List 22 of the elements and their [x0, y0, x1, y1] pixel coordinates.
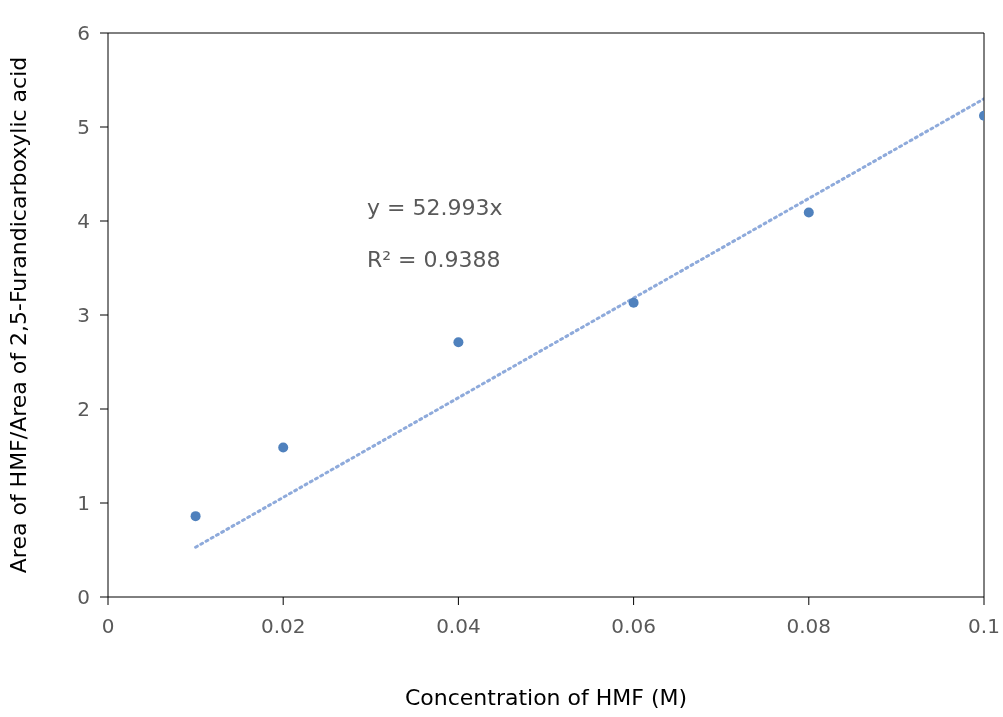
x-tick-label: 0.06 — [611, 614, 656, 639]
point — [803, 207, 814, 218]
x-tick-label: 0.1 — [968, 614, 1000, 639]
annotation: R² = 0.9388 — [367, 247, 501, 272]
y-tick-label: 4 — [77, 209, 90, 234]
point — [628, 297, 639, 308]
x-tick-label: 0 — [101, 614, 115, 639]
y-tick-label: 5 — [77, 115, 90, 140]
x-axis-title: Concentration of HMF (M) — [404, 685, 688, 710]
point — [278, 442, 289, 453]
y-tick-label: 0 — [77, 585, 90, 610]
point — [190, 511, 201, 522]
y-axis-title: Area of HMF/Area of 2,5-Furandicarboxylic acid — [5, 56, 31, 574]
annotation: y = 52.993x — [367, 195, 503, 220]
x-tick-label: 0.04 — [436, 614, 481, 639]
x-tick-label: 0.08 — [786, 614, 832, 639]
point — [453, 337, 464, 348]
y-tick-label: 6 — [77, 21, 90, 46]
y-tick-label: 2 — [77, 397, 90, 422]
y-tick-label: 3 — [77, 303, 90, 328]
y-tick-label: 1 — [77, 491, 90, 516]
x-tick-label: 0.02 — [260, 614, 306, 639]
